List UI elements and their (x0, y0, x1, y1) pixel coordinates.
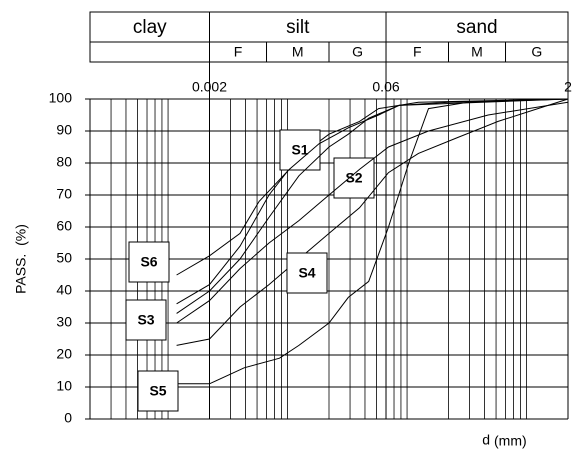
y-tick-label: 100 (49, 90, 73, 106)
y-tick-label: 50 (56, 250, 72, 266)
y-tick-label: 80 (56, 154, 72, 170)
y-tick-label: 20 (56, 346, 72, 362)
y-tick-label: 90 (56, 122, 72, 138)
y-tick-label: 0 (64, 410, 72, 426)
y-tick-label: 30 (56, 314, 72, 330)
series-label: S5 (149, 383, 166, 399)
series-label-box (279, 129, 321, 171)
fraction-label: silt (286, 17, 310, 38)
y-tick-label: 70 (56, 186, 72, 202)
y-tick-label: 10 (56, 378, 72, 394)
y-tick-label: 60 (56, 218, 72, 234)
series-label-box (286, 252, 328, 294)
series-line (176, 101, 569, 324)
subfraction-label: M (292, 44, 304, 60)
x-tick-label: 2 (564, 79, 572, 95)
series-line (176, 98, 569, 314)
series-label: S4 (298, 265, 315, 281)
fraction-label: clay (133, 17, 167, 38)
series-label-box (333, 157, 375, 199)
x-axis-unit: (mm) (494, 433, 527, 449)
subfraction-label: F (234, 44, 243, 60)
subfraction-label: G (352, 44, 363, 60)
series-line (176, 98, 569, 276)
series-line (176, 98, 569, 385)
series-label-box (125, 299, 167, 341)
series-label-box (137, 370, 179, 412)
series-label: S3 (137, 312, 154, 328)
subfraction-label: M (471, 44, 483, 60)
fraction-label: sand (456, 17, 497, 38)
series-label: S2 (345, 170, 362, 186)
y-tick-label: 40 (56, 282, 72, 298)
subfraction-label: F (413, 44, 422, 60)
x-tick-label: 0.002 (192, 79, 227, 95)
subfraction-label: G (531, 44, 542, 60)
series-label: S6 (140, 254, 157, 270)
x-axis-label: d (482, 432, 490, 448)
x-tick-label: 0.06 (372, 79, 399, 95)
series-line (176, 98, 569, 346)
series-label-box (128, 241, 170, 283)
series-label: S1 (291, 142, 308, 158)
y-axis-label: PASS. (%) (13, 224, 29, 294)
